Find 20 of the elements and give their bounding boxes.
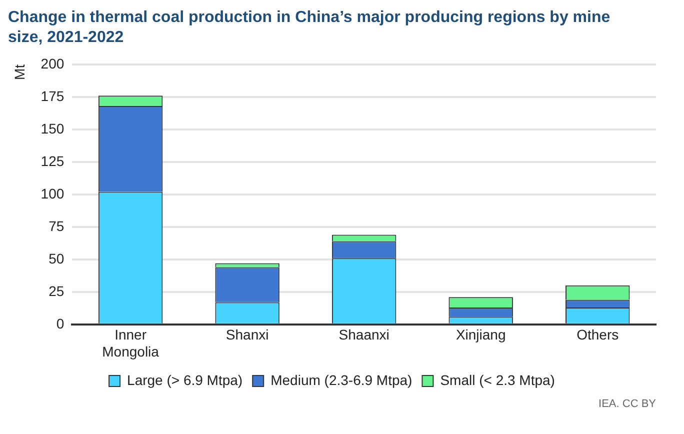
x-tick-label: Inner Mongolia xyxy=(102,326,160,360)
legend-label: Small (< 2.3 Mtpa) xyxy=(440,372,555,388)
x-tick-label: Xinjiang xyxy=(456,326,506,343)
x-tick-label: Shaanxi xyxy=(338,326,390,343)
y-tick-label: 0 xyxy=(56,315,64,332)
y-tick-label: 25 xyxy=(48,282,64,299)
legend-label: Medium (2.3-6.9 Mtpa) xyxy=(270,372,412,388)
y-tick-label: 75 xyxy=(48,218,64,234)
y-axis-title: Mt xyxy=(11,64,28,80)
y-tick-label: 100 xyxy=(40,185,64,202)
y-tick-label: 175 xyxy=(40,88,64,104)
chart-title: Change in thermal coal production in China’s major producing regions by mine size, 2021-2022 xyxy=(8,8,612,48)
y-tick-label: 150 xyxy=(40,120,64,136)
y-tick-label: 50 xyxy=(48,250,64,266)
x-tick-label: Others xyxy=(576,326,619,343)
text: IEA. CC BY xyxy=(598,398,657,410)
x-tick-label: Shanxi xyxy=(226,326,269,343)
y-tick-label: 200 xyxy=(40,55,64,72)
y-tick-label: 125 xyxy=(40,152,64,169)
legend-label: Large (> 6.9 Mtpa) xyxy=(127,372,243,388)
